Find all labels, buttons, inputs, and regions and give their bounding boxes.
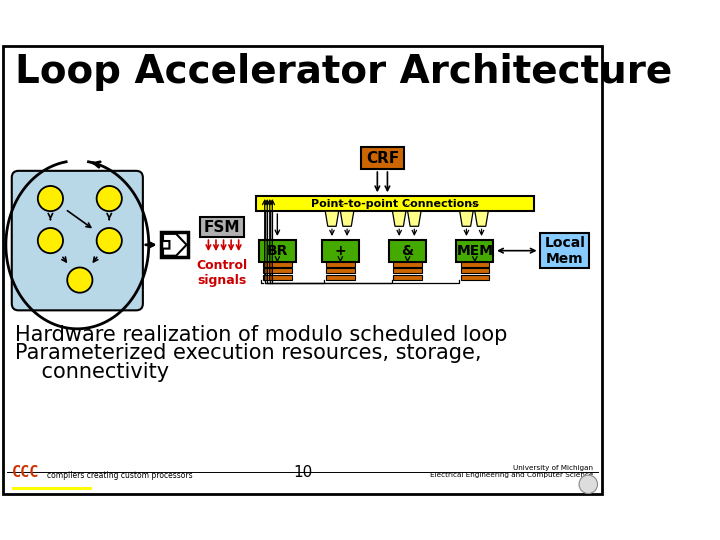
Polygon shape (408, 211, 421, 226)
Bar (389, 240, 426, 261)
Text: &: & (402, 244, 414, 258)
Bar (393, 268, 422, 273)
Text: Point-to-point Connections: Point-to-point Connections (311, 199, 479, 208)
Text: MEM: MEM (456, 244, 493, 258)
Bar (393, 261, 422, 267)
Text: ...: ... (402, 197, 413, 207)
Bar (259, 240, 296, 261)
Bar (326, 268, 355, 273)
Text: +: + (335, 244, 346, 258)
Bar (541, 233, 589, 268)
Bar (326, 275, 355, 280)
Text: 10: 10 (293, 465, 312, 480)
Bar (361, 147, 404, 169)
Text: compilers creating custom processors: compilers creating custom processors (47, 471, 193, 480)
Bar (456, 240, 493, 261)
Bar (461, 275, 489, 280)
Bar (461, 268, 489, 273)
Circle shape (67, 267, 92, 293)
Polygon shape (163, 234, 186, 256)
Polygon shape (474, 211, 488, 226)
Bar (12, 487, 91, 490)
Text: ...: ... (335, 197, 346, 207)
FancyBboxPatch shape (12, 171, 143, 310)
Bar (326, 261, 355, 267)
Polygon shape (392, 211, 406, 226)
Polygon shape (325, 211, 338, 226)
Text: Control
signals: Control signals (197, 259, 248, 287)
Text: connectivity: connectivity (15, 362, 169, 382)
Circle shape (96, 228, 122, 253)
Circle shape (579, 475, 598, 494)
Bar (393, 275, 422, 280)
Polygon shape (459, 211, 473, 226)
Bar (263, 268, 292, 273)
Text: Parameterized execution resources, storage,: Parameterized execution resources, stora… (15, 343, 482, 363)
Bar (461, 261, 489, 267)
Circle shape (38, 228, 63, 253)
Bar (263, 275, 292, 280)
Text: CCC: CCC (12, 465, 39, 480)
Polygon shape (341, 211, 354, 226)
Text: FSM: FSM (204, 220, 240, 235)
Bar (200, 217, 243, 237)
Bar (256, 196, 534, 211)
Circle shape (38, 186, 63, 211)
Text: Local
Mem: Local Mem (544, 235, 585, 266)
Text: CRF: CRF (366, 151, 399, 166)
Circle shape (96, 186, 122, 211)
Bar (263, 261, 292, 267)
Text: Loop Accelerator Architecture: Loop Accelerator Architecture (15, 53, 672, 91)
Text: University of Michigan
Electrical Engineering and Computer Science: University of Michigan Electrical Engine… (430, 465, 593, 478)
Text: BR: BR (266, 244, 288, 258)
Bar (322, 240, 359, 261)
Bar (161, 232, 188, 258)
Text: ...: ... (469, 197, 480, 207)
Text: Hardware realization of modulo scheduled loop: Hardware realization of modulo scheduled… (15, 325, 508, 345)
